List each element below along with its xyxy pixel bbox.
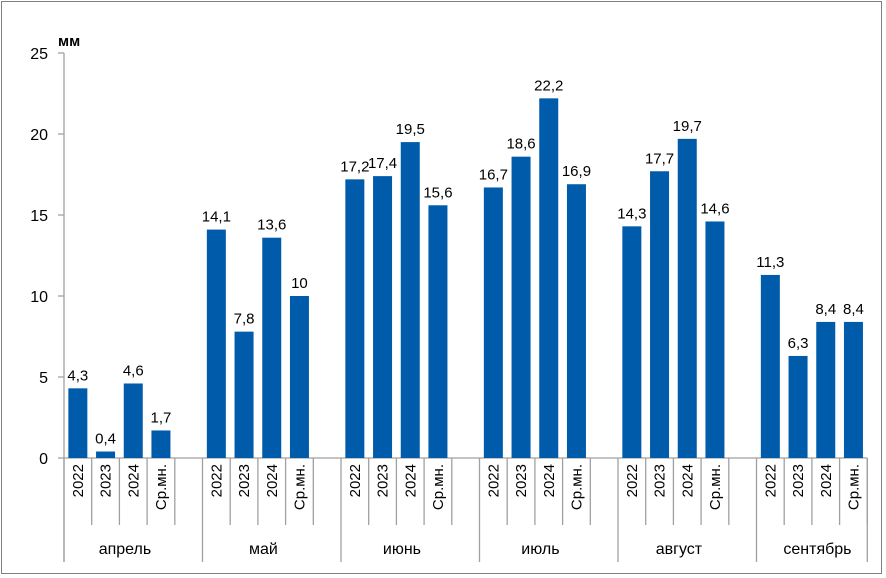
- data-label: 17,2: [340, 158, 369, 175]
- x-category-label: Ср.мн.: [707, 464, 724, 510]
- bar: [206, 229, 226, 458]
- bar: [760, 274, 780, 458]
- bar: [788, 355, 808, 458]
- bar: [566, 184, 586, 458]
- y-tick-label: 5: [39, 370, 48, 387]
- data-label: 16,7: [479, 166, 508, 183]
- data-label: 22,2: [534, 77, 563, 94]
- x-category-label: 2022: [762, 464, 779, 497]
- bar: [539, 98, 559, 459]
- bar: [650, 171, 670, 458]
- data-label: 19,5: [396, 121, 425, 138]
- data-label: 6,3: [788, 335, 809, 352]
- data-label: 14,1: [202, 209, 231, 226]
- data-label: 17,4: [368, 155, 397, 172]
- bar: [677, 138, 697, 459]
- bar: [705, 221, 725, 458]
- x-category-label: Ср.мн.: [430, 464, 447, 510]
- data-label: 17,7: [645, 150, 674, 167]
- month-label: август: [656, 541, 703, 558]
- x-category-label: 2023: [98, 464, 115, 497]
- data-label: 0,4: [95, 431, 116, 448]
- x-category-label: Ср.мн.: [845, 464, 862, 510]
- month-label: июль: [521, 541, 559, 558]
- x-category-label: 2023: [375, 464, 392, 497]
- data-label: 19,7: [673, 118, 702, 135]
- bar: [400, 142, 420, 458]
- data-label: 1,7: [151, 409, 172, 426]
- y-tick-label: 15: [30, 208, 48, 225]
- x-category-label: 2024: [541, 464, 558, 497]
- bar: [428, 205, 448, 458]
- x-category-label: 2022: [70, 464, 87, 497]
- data-label: 14,6: [700, 200, 729, 217]
- bar: [483, 187, 503, 458]
- bar: [151, 430, 171, 458]
- x-category-label: Ср.мн.: [568, 464, 585, 510]
- bar: [123, 383, 143, 458]
- month-label: май: [249, 541, 278, 558]
- data-label: 10: [291, 275, 308, 292]
- y-tick-label: 25: [30, 46, 48, 63]
- data-label: 14,3: [617, 205, 646, 222]
- bar: [373, 176, 393, 458]
- data-label: 11,3: [756, 254, 784, 271]
- y-axis-label: мм: [58, 33, 80, 50]
- y-tick-label: 20: [30, 127, 48, 144]
- bar: [68, 388, 88, 458]
- x-category-label: 2022: [485, 464, 502, 497]
- x-category-label: 2024: [125, 464, 142, 497]
- y-tick-label: 10: [30, 289, 48, 306]
- data-label: 7,8: [234, 311, 255, 328]
- bar: [262, 237, 282, 458]
- x-category-label: Ср.мн.: [291, 464, 308, 510]
- data-label: 8,4: [815, 301, 836, 318]
- data-label: 15,6: [423, 184, 452, 201]
- data-label: 4,3: [67, 367, 88, 384]
- data-label: 8,4: [843, 301, 864, 318]
- bar: [345, 179, 365, 459]
- y-tick-label: 0: [39, 451, 48, 468]
- bar: [816, 321, 836, 458]
- bar: [96, 451, 116, 458]
- month-label: апрель: [99, 541, 152, 558]
- month-label: сентябрь: [783, 541, 851, 558]
- bar: [289, 296, 309, 458]
- x-category-label: 2023: [513, 464, 530, 497]
- bar: [622, 226, 642, 458]
- x-category-label: 2022: [347, 464, 364, 497]
- x-category-label: Ср.мн.: [153, 464, 170, 510]
- x-category-label: 2024: [402, 464, 419, 497]
- data-label: 16,9: [562, 163, 591, 180]
- data-label: 13,6: [257, 217, 286, 234]
- x-category-label: 2022: [208, 464, 225, 497]
- x-category-label: 2023: [236, 464, 253, 497]
- bar: [511, 156, 531, 458]
- data-label: 18,6: [506, 136, 535, 153]
- x-category-label: 2024: [679, 464, 696, 497]
- data-label: 4,6: [123, 362, 144, 379]
- bar: [843, 321, 863, 458]
- x-category-label: 2024: [818, 464, 835, 497]
- x-category-label: 2022: [624, 464, 641, 497]
- x-category-label: 2024: [264, 464, 281, 497]
- x-category-label: 2023: [652, 464, 669, 497]
- x-category-label: 2023: [790, 464, 807, 497]
- month-label: июнь: [383, 541, 421, 558]
- bar: [234, 331, 254, 458]
